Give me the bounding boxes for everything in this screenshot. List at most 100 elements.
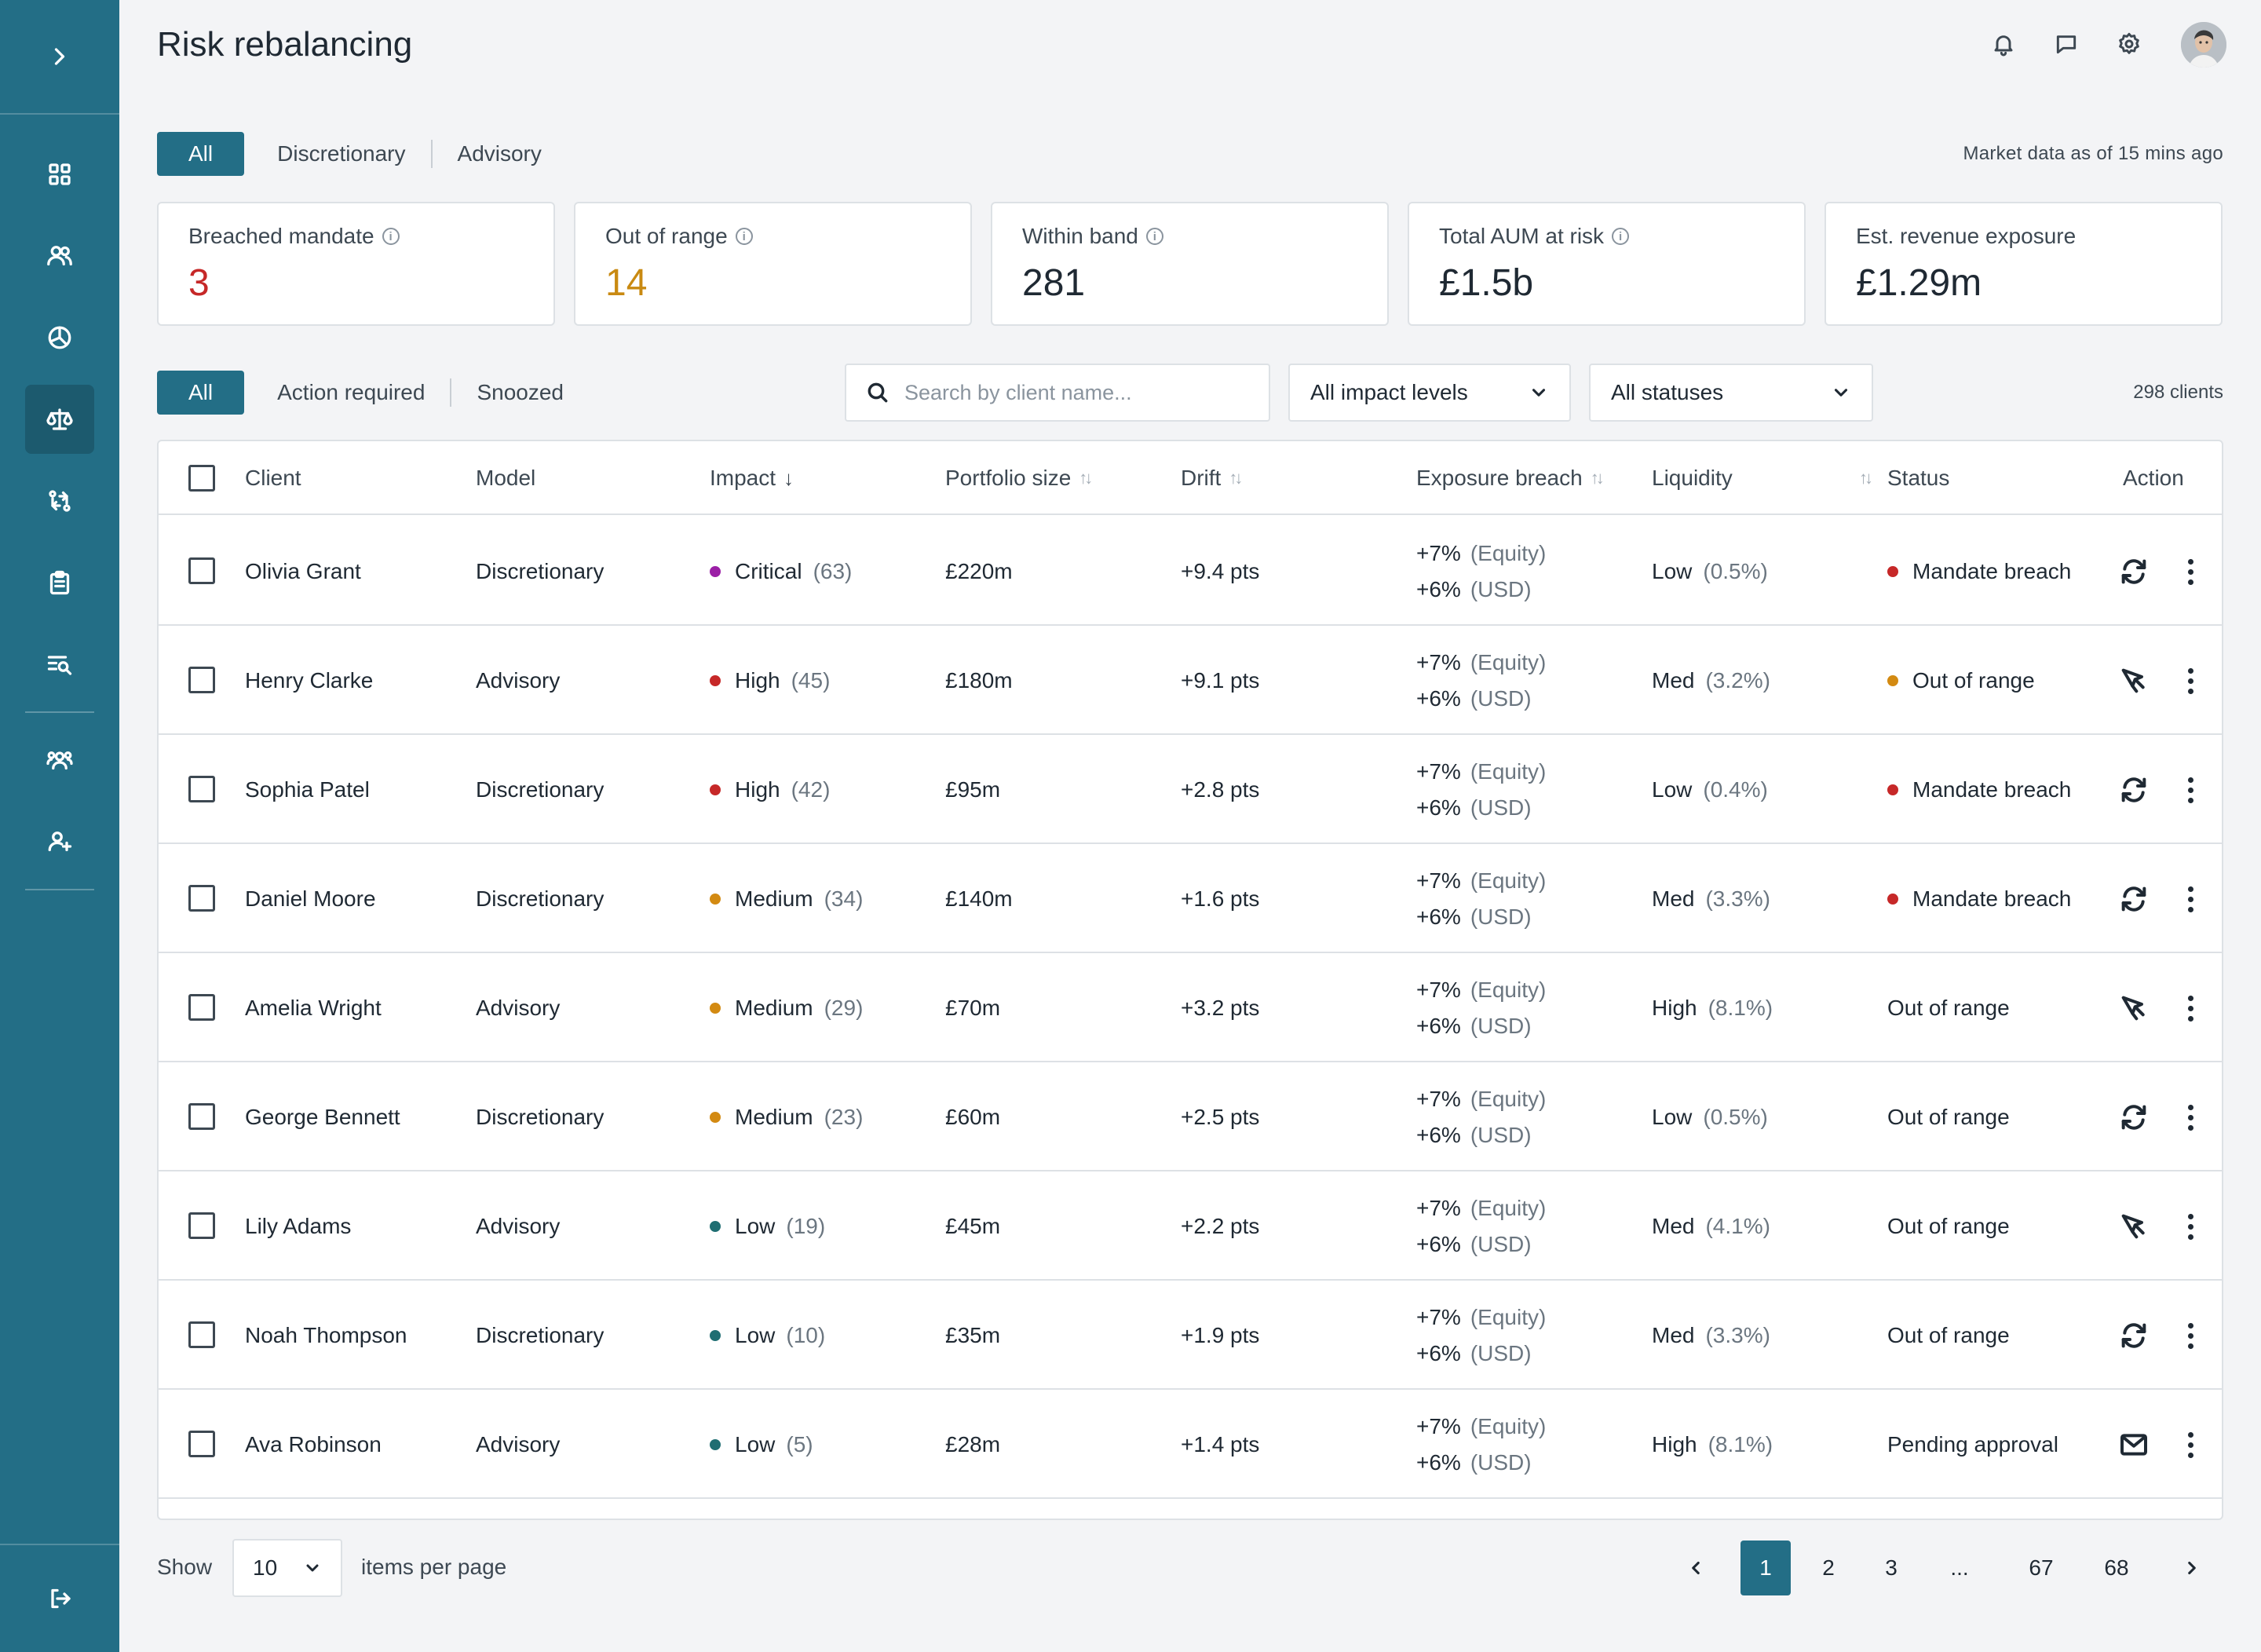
exposure-value: +6% (1416, 1340, 1461, 1365)
prev-page-button[interactable] (1671, 1541, 1721, 1595)
tab-discretionary[interactable]: Discretionary (277, 141, 406, 166)
table-row[interactable]: Amelia Wright Advisory Medium (29) £70m +3.2 … (159, 953, 2222, 1062)
page-button[interactable]: 2 (1822, 1555, 1835, 1580)
more-options-button[interactable] (2179, 1208, 2201, 1245)
search-input[interactable] (904, 380, 1266, 405)
table-row[interactable]: Olivia Grant Discretionary Critical (63) £22… (159, 517, 2222, 626)
col-drift[interactable]: Drift ↑↓ (1181, 466, 1243, 490)
more-options-button[interactable] (2179, 662, 2201, 700)
table-row[interactable]: Henry Clarke Advisory High (45) £180m +9.1 pt… (159, 626, 2222, 735)
kpi-breached-mandate: Breached mandate i 3 (157, 202, 555, 326)
sidebar-item-risk-rebalancing[interactable] (25, 385, 94, 454)
tab-action-required[interactable]: Action required (277, 380, 426, 404)
tab-snoozed[interactable]: Snoozed (477, 380, 564, 404)
client-name[interactable]: Noah Thompson (245, 1322, 407, 1347)
row-checkbox[interactable] (188, 994, 215, 1021)
page-button[interactable]: 67 (2029, 1555, 2054, 1580)
sidebar-item-transfers[interactable] (25, 466, 94, 535)
col-impact[interactable]: Impact ↓ (710, 466, 794, 490)
logout-button[interactable] (25, 1564, 94, 1633)
row-action-button[interactable] (2115, 771, 2153, 809)
more-options-button[interactable] (2179, 880, 2201, 918)
tab-all-models[interactable]: All (157, 132, 245, 176)
client-name[interactable]: Sophia Patel (245, 777, 370, 802)
expand-sidebar-button[interactable] (25, 22, 94, 91)
row-checkbox[interactable] (188, 1103, 215, 1130)
sidebar-item-add-user[interactable] (25, 807, 94, 876)
row-action-button[interactable] (2115, 1098, 2153, 1136)
row-checkbox[interactable] (188, 667, 215, 693)
client-name[interactable]: George Bennett (245, 1104, 400, 1129)
table-row[interactable]: Noah Thompson Discretionary Low (10) £35m +1.… (159, 1281, 2222, 1390)
sort-icon: ↑↓ (1590, 468, 1605, 488)
col-portfolio-size[interactable]: Portfolio size ↑↓ (945, 466, 1093, 490)
row-action-button[interactable] (2115, 1208, 2153, 1245)
more-options-button[interactable] (2179, 989, 2201, 1027)
row-checkbox[interactable] (188, 1431, 215, 1457)
page-button[interactable]: 68 (2104, 1555, 2129, 1580)
liquidity-cell: Med (3.2%) (1652, 626, 1770, 735)
row-checkbox[interactable] (188, 557, 215, 584)
kpi-total-aum-at-risk: Total AUM at risk i £1.5b (1408, 202, 1806, 326)
row-action-button[interactable] (2115, 989, 2153, 1027)
model-type: Discretionary (476, 558, 605, 583)
page-button[interactable]: 1 (1740, 1541, 1791, 1595)
impact-level: Low (735, 1213, 776, 1238)
more-options-button[interactable] (2179, 1317, 2201, 1354)
table-row[interactable]: Daniel Moore Discretionary Medium (34) £140m… (159, 844, 2222, 953)
more-options-button[interactable] (2179, 1098, 2201, 1136)
client-name[interactable]: Olivia Grant (245, 558, 361, 583)
next-page-button[interactable] (2167, 1541, 2217, 1595)
info-icon[interactable]: i (382, 228, 400, 245)
row-action-button[interactable] (2115, 662, 2153, 700)
select-all-checkbox[interactable] (188, 465, 215, 492)
messages-button[interactable] (2052, 30, 2080, 58)
table-row[interactable]: George Bennett Discretionary Medium (23) £60… (159, 1062, 2222, 1171)
status-filter-select[interactable]: All statuses (1589, 364, 1873, 422)
col-exposure-breach[interactable]: Exposure breach ↑↓ (1416, 466, 1605, 490)
row-checkbox[interactable] (188, 1212, 215, 1239)
model-type: Advisory (476, 667, 561, 693)
row-action-button[interactable] (2115, 880, 2153, 918)
sidebar-item-analytics[interactable] (25, 303, 94, 372)
row-checkbox[interactable] (188, 1321, 215, 1348)
per-page-select[interactable]: 10 (232, 1539, 342, 1597)
tab-advisory[interactable]: Advisory (457, 141, 542, 166)
sidebar-item-reports[interactable] (25, 548, 94, 617)
info-icon[interactable]: i (1145, 228, 1163, 245)
logout-icon (51, 1588, 71, 1609)
row-checkbox[interactable] (188, 776, 215, 802)
sidebar-item-search-list[interactable] (25, 630, 94, 699)
info-icon[interactable]: i (1612, 228, 1630, 245)
sort-icon: ↑↓ (1079, 468, 1093, 488)
sidebar-item-dashboard[interactable] (25, 140, 94, 209)
info-icon[interactable]: i (735, 228, 753, 245)
sidebar-item-clients[interactable] (25, 221, 94, 291)
client-name[interactable]: Ava Robinson (245, 1431, 382, 1456)
client-name[interactable]: Jack Turner (245, 1499, 360, 1519)
more-options-button[interactable] (2179, 1426, 2201, 1464)
notifications-button[interactable] (1989, 30, 2018, 58)
row-action-button[interactable] (2115, 1317, 2153, 1354)
client-name[interactable]: Lily Adams (245, 1213, 352, 1238)
table-row[interactable]: Lily Adams Advisory Low (19) £45m +2.2 pts +7%… (159, 1171, 2222, 1281)
more-options-button[interactable] (2179, 771, 2201, 809)
more-options-button[interactable] (2179, 553, 2201, 590)
client-name[interactable]: Henry Clarke (245, 667, 374, 693)
drift-value: +1.1 pts (1181, 1499, 1259, 1519)
row-checkbox[interactable] (188, 885, 215, 912)
sidebar-item-team[interactable] (25, 725, 94, 795)
avatar[interactable] (2181, 22, 2226, 68)
settings-button[interactable] (2115, 30, 2143, 58)
client-name[interactable]: Amelia Wright (245, 995, 382, 1020)
impact-filter-select[interactable]: All impact levels (1288, 364, 1571, 422)
client-name[interactable]: Daniel Moore (245, 886, 376, 911)
row-action-button[interactable] (2115, 1426, 2153, 1464)
table-row[interactable]: Ava Robinson Advisory Low (5) £28m +1.4 pts +7… (159, 1390, 2222, 1499)
row-action-button[interactable] (2115, 553, 2153, 590)
col-liquidity[interactable]: Liquidity ↑↓ (1652, 466, 1873, 490)
table-row[interactable]: Sophia Patel Discretionary High (42) £95m +2.… (159, 735, 2222, 844)
table-row[interactable]: Jack Turner Discretionary Low(2) £18m +1.1 p… (159, 1499, 2222, 1519)
tab-all-statuses[interactable]: All (157, 371, 245, 415)
page-button[interactable]: 3 (1885, 1555, 1898, 1580)
